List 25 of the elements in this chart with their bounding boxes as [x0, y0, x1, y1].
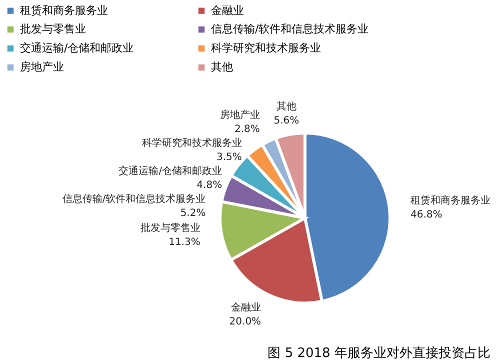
data-label: 4.8%	[196, 180, 222, 192]
data-label: 5.2%	[180, 208, 206, 220]
data-label: 11.3%	[168, 236, 200, 248]
data-label: 3.5%	[216, 152, 242, 164]
legend-label: 交通运输/仓储和邮政业	[20, 42, 134, 54]
legend-label: 批发与零售业	[20, 22, 86, 36]
slice-label: 交通运输/仓储和邮政业	[118, 165, 222, 178]
legend-label: 租赁和商务服务业	[20, 4, 108, 17]
legend-label: 信息传输/软件和信息技术服务业	[211, 22, 369, 36]
slice-label: 科学研究和技术服务业	[142, 137, 242, 150]
legend-label: 科学研究和技术服务业	[211, 42, 321, 54]
legend-label: 房地产业	[20, 60, 64, 74]
slice-label: 租赁和商务服务业	[410, 194, 490, 206]
slice-label: 其他	[276, 100, 296, 113]
slice-label: 金融业	[231, 301, 262, 314]
data-label: 2.8%	[234, 124, 260, 136]
text: 图 5 2018 年服务业对外直接投资占比	[268, 346, 490, 360]
slice-label: 信息传输/软件和信息技术服务业	[62, 193, 206, 206]
legend-label: 其他	[211, 60, 233, 74]
data-label: 20.0%	[229, 316, 262, 328]
slice-label: 批发与零售业	[140, 222, 200, 234]
slice-label: 房地产业	[220, 109, 260, 122]
data-label: 5.6%	[274, 116, 300, 127]
data-label: 46.8%	[410, 209, 442, 220]
legend-label: 金融业	[211, 4, 244, 17]
